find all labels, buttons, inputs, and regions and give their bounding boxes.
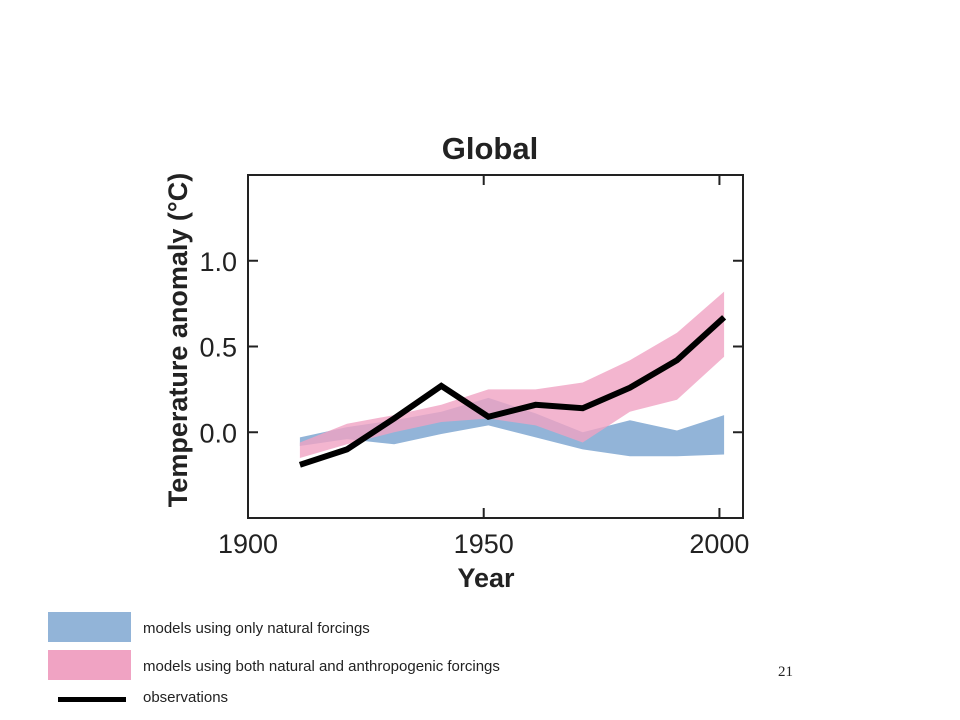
observations-line-swatch [58, 697, 126, 702]
page-number: 21 [778, 664, 793, 680]
natural-forcings-band [299, 397, 725, 457]
chart-title: Global [442, 131, 538, 166]
legend-item-natural: models using only natural forcings [48, 612, 748, 644]
x-tick-label-1900: 1900 [218, 529, 278, 559]
legend-label-natural: models using only natural forcings [143, 620, 370, 637]
legend-label-anthropogenic: models using both natural and anthropoge… [143, 658, 500, 675]
x-tick-label-2000: 2000 [689, 529, 749, 559]
anthropogenic-forcings-band [299, 291, 725, 458]
ticks-layer: 1900 1950 2000 0.0 0.5 1.0 [199, 175, 749, 559]
bands-layer [299, 291, 725, 458]
x-axis-title: Year [457, 563, 515, 593]
observations-line [298, 315, 727, 468]
legend-label-observations: observations [143, 689, 229, 706]
anthropogenic-forcings-swatch [48, 650, 131, 680]
y-tick-label-1.0: 1.0 [199, 247, 237, 277]
y-axis-title: Temperature anomaly (°C) [163, 173, 193, 507]
y-tick-label-0.5: 0.5 [199, 333, 237, 363]
legend-item-anthropogenic: models using both natural and anthropoge… [48, 650, 748, 682]
observation-line-layer [298, 315, 727, 468]
natural-forcings-swatch [48, 612, 131, 642]
x-tick-label-1950: 1950 [454, 529, 514, 559]
legend-item-observations: observations [48, 686, 748, 718]
y-tick-label-0.0: 0.0 [199, 418, 237, 448]
